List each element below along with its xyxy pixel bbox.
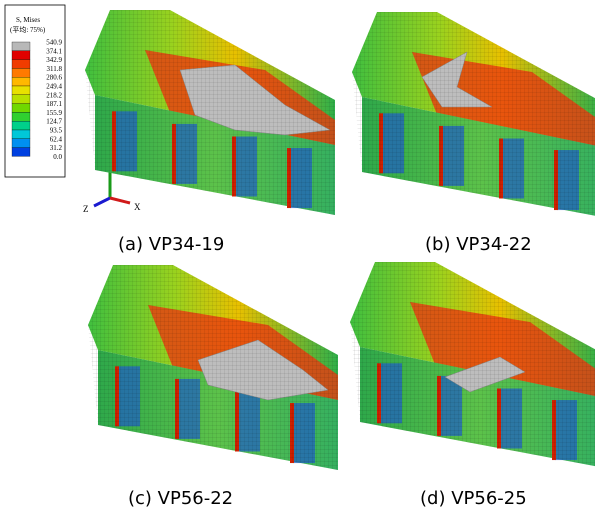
fe-panel [350,262,595,467]
legend-swatch [12,42,30,51]
legend-label: 124.7 [46,118,62,126]
legend-title: S, Mises [16,16,40,24]
caption: (b) VP34-22 [425,234,532,255]
legend-swatch [12,104,30,113]
legend-swatch [12,86,30,95]
legend-swatch [12,121,30,130]
figure: S, Mises (平均: 75%) 540.9374.1342.9311.82… [0,0,595,512]
caption: (d) VP56-25 [420,488,527,509]
legend-label: 93.5 [50,127,63,135]
mesh [352,12,595,217]
legend-label: 187.1 [46,100,62,108]
fe-panel [352,12,595,217]
legend: S, Mises (平均: 75%) 540.9374.1342.9311.82… [5,5,65,177]
legend-subtitle: (平均: 75%) [10,25,46,34]
x-label: X [134,202,141,212]
legend-label: 311.8 [47,65,63,73]
legend-swatch [12,77,30,86]
z-arrow [94,198,110,206]
legend-label: 62.4 [50,135,63,143]
legend-swatch [12,139,30,148]
legend-label: 0.0 [53,153,62,161]
legend-swatch [12,60,30,69]
legend-label: 155.9 [46,109,62,117]
legend-label: 374.1 [46,47,62,55]
panels: (a) VP34-19 (b) VP34-22 (c) VP56-22 (d) VP5… [85,10,595,509]
x-arrow [110,198,130,203]
legend-swatch [12,68,30,77]
legend-label: 249.4 [46,83,62,91]
mesh [88,265,338,470]
legend-label: 280.6 [46,74,62,82]
caption: (a) VP34-19 [118,234,224,255]
legend-label: 540.9 [46,39,62,47]
mesh [350,262,595,467]
caption: (c) VP56-22 [128,488,233,509]
z-label: Z [83,204,89,214]
fe-panel [88,265,338,470]
legend-swatch [12,95,30,104]
fe-panel [85,10,335,215]
legend-label: 218.2 [46,91,62,99]
legend-label: 31.2 [50,144,63,152]
legend-swatch [12,112,30,121]
mesh [85,10,335,215]
legend-swatch [12,148,30,157]
legend-swatch [12,51,30,60]
legend-swatch [12,130,30,139]
legend-label: 342.9 [46,56,62,64]
